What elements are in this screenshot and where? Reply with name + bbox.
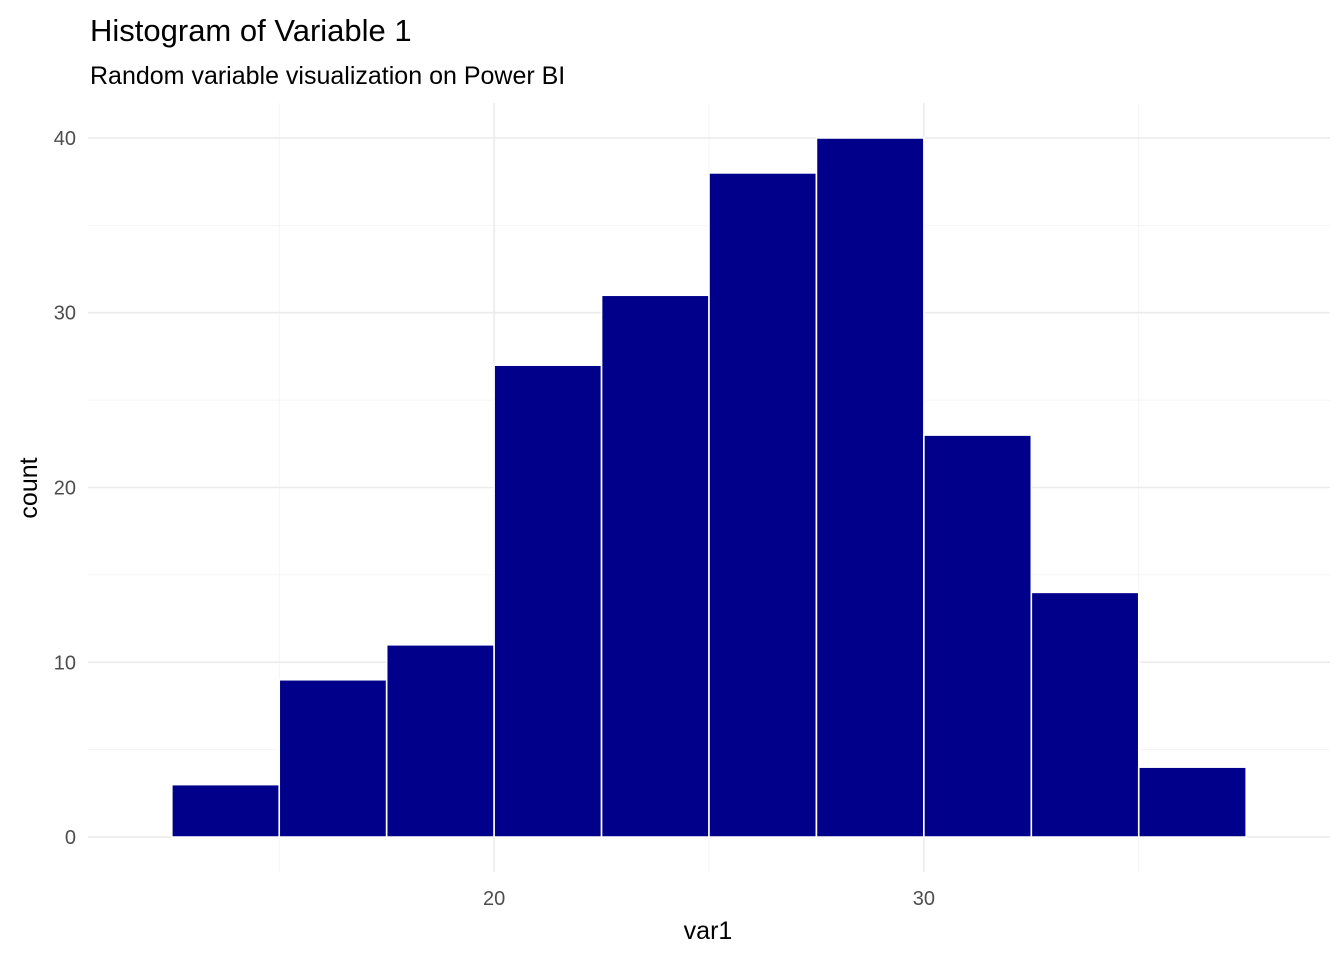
- histogram-bar: [815, 137, 925, 838]
- x-axis-tick-labels: 20 30: [483, 888, 935, 910]
- histogram-bars: [171, 137, 1247, 838]
- histogram-bar: [278, 678, 388, 838]
- histogram-bar: [708, 172, 818, 838]
- chart-subtitle: Random variable visualization on Power B…: [90, 62, 565, 90]
- x-tick-label: 20: [483, 888, 505, 910]
- y-axis-tick-labels: 0 10 20 30 40: [54, 128, 76, 849]
- histogram-bar: [171, 783, 281, 838]
- x-axis-title: var1: [684, 917, 733, 945]
- y-tick-label: 30: [54, 303, 76, 325]
- y-tick-label: 10: [54, 652, 76, 674]
- y-axis-title: count: [15, 457, 43, 518]
- histogram-bar: [385, 643, 495, 838]
- histogram-bar: [600, 294, 710, 838]
- histogram-bar: [1137, 766, 1247, 838]
- y-tick-label: 0: [65, 827, 76, 849]
- y-tick-label: 20: [54, 478, 76, 500]
- y-tick-label: 40: [54, 128, 76, 150]
- histogram-bar: [493, 364, 603, 838]
- x-tick-label: 30: [913, 888, 935, 910]
- histogram-bar: [923, 434, 1033, 838]
- chart-title: Histogram of Variable 1: [90, 13, 412, 48]
- histogram-bar: [1030, 591, 1140, 838]
